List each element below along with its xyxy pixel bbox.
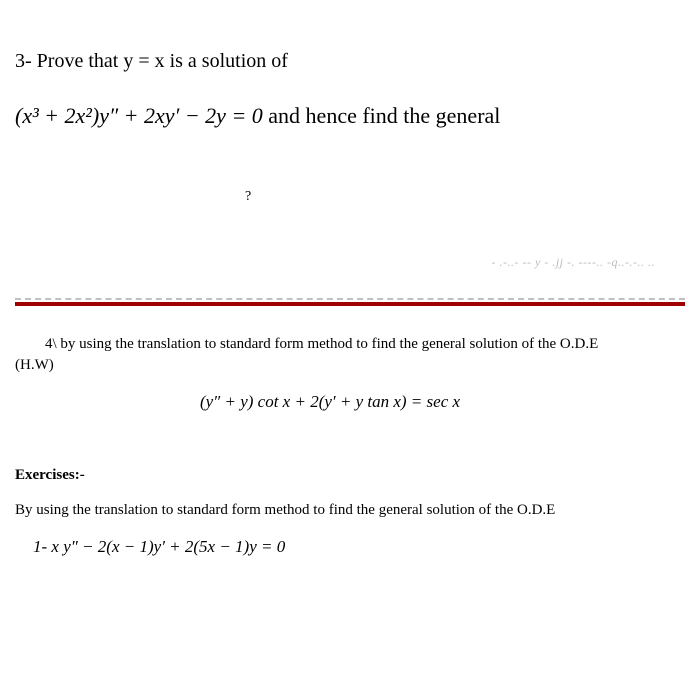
header-fragment-text: - .-..- -- y - .jj -. ----.. -q..-.-.. .…	[15, 255, 685, 270]
exercise-item-1: 1- x y″ − 2(x − 1)y′ + 2(5x − 1)y = 0	[33, 537, 685, 557]
red-divider	[15, 302, 685, 306]
exercises-instruction: By using the translation to standard for…	[15, 502, 685, 519]
problem3-suffix: is a solution of	[165, 50, 288, 72]
problem4-equation: (y″ + y) cot x + 2(y′ + y tan x) = sec x	[0, 392, 685, 412]
problem3-equation-line: (x³ + 2x²)y″ + 2xy′ − 2y = 0 and hence f…	[15, 103, 685, 129]
problem3-title-eq: y = x	[123, 50, 164, 72]
problem3-equation: (x³ + 2x²)y″ + 2xy′ − 2y = 0	[15, 103, 263, 128]
question-mark-fragment: ?	[245, 189, 685, 205]
exercises-heading: Exercises:-	[15, 467, 685, 484]
problem3-prefix: 3- Prove that	[15, 50, 123, 72]
dotted-divider	[15, 298, 685, 300]
problem4-hw: (H.W)	[15, 357, 685, 374]
problem3-equation-suffix: and hence find the general	[263, 103, 501, 128]
problem3-title: 3- Prove that y = x is a solution of	[15, 50, 685, 73]
problem4-text: 4\ by using the translation to standard …	[45, 336, 685, 353]
